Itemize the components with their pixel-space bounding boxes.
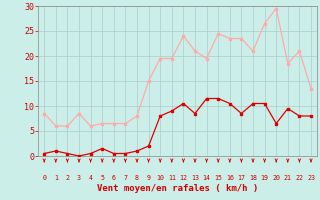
X-axis label: Vent moyen/en rafales ( km/h ): Vent moyen/en rafales ( km/h ) <box>97 184 258 193</box>
